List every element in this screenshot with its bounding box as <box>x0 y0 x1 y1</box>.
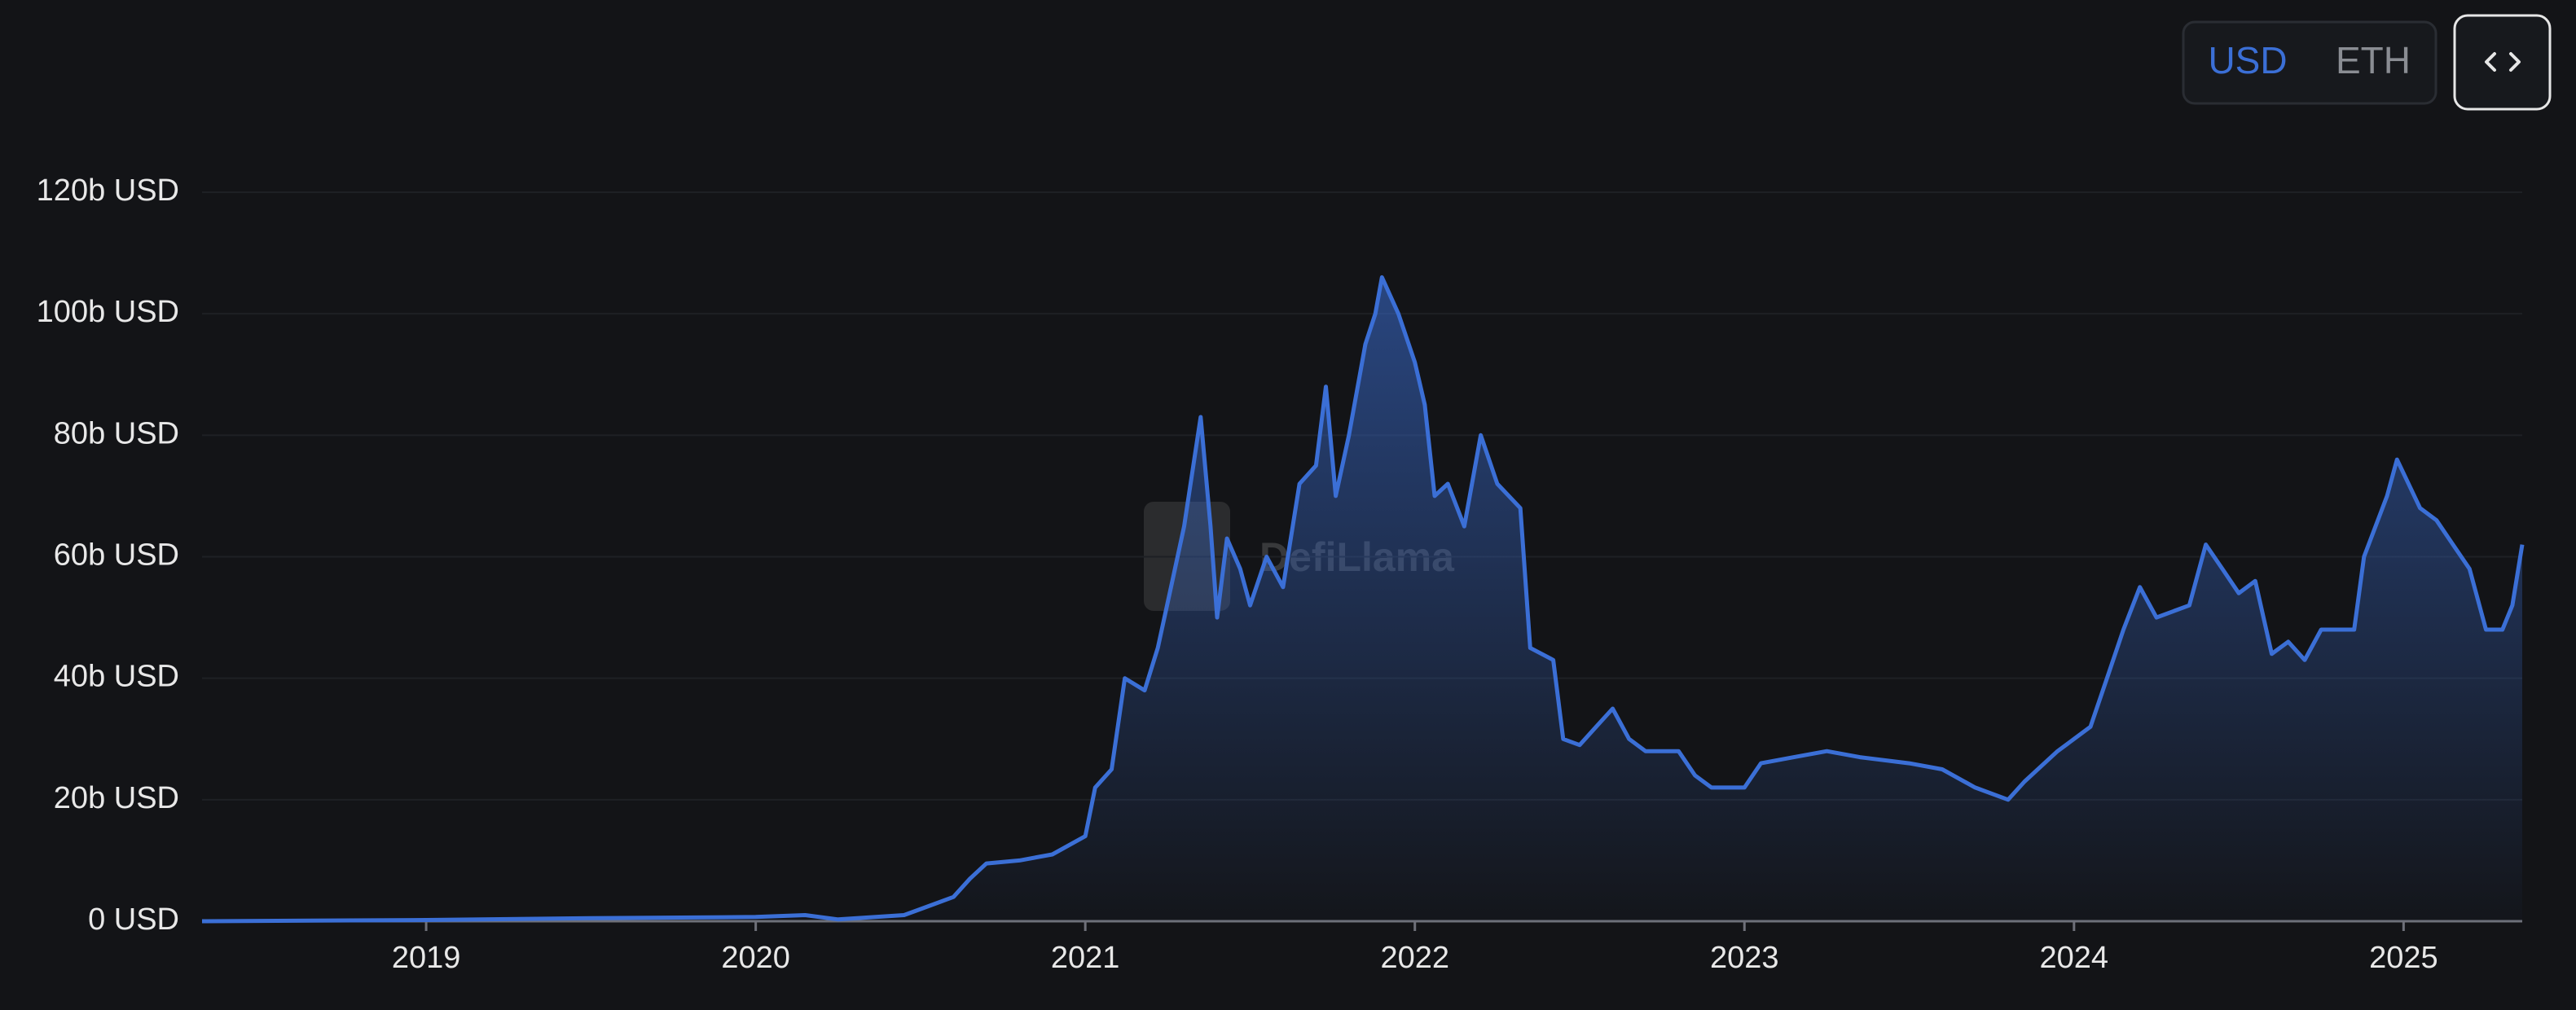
x-tick-label: 2022 <box>1380 941 1449 975</box>
toggle-eth[interactable]: ETH <box>2336 39 2411 81</box>
toggle-frame <box>2182 20 2438 105</box>
y-tick-label: 20b USD <box>54 781 179 815</box>
toggle-usd[interactable]: USD <box>2208 39 2287 81</box>
line <box>201 274 2525 924</box>
plot: 0 USD 20b USD 40b USD 60b USD 80b USD 100b US… <box>37 173 2525 975</box>
y-tick-label: 120b USD <box>37 173 179 208</box>
embed-frame[interactable] <box>2453 14 2552 111</box>
x-tick-label: 2021 <box>1051 941 1120 975</box>
x-tick-label: 2025 <box>2369 941 2438 975</box>
y-tick-label: 60b USD <box>54 538 179 573</box>
area <box>202 277 2522 921</box>
embed-button[interactable] <box>2453 14 2552 111</box>
y-tick-label: 100b USD <box>37 295 179 329</box>
x-tick-label: 2019 <box>392 941 461 975</box>
y-tick-label: 80b USD <box>54 416 179 450</box>
currency-toggle: USD ETH <box>2182 20 2438 105</box>
y-tick-label: 0 USD <box>88 902 179 937</box>
embed-icon <box>2485 52 2521 72</box>
x-tick-label: 2023 <box>1710 941 1779 975</box>
y-tick-label: 40b USD <box>54 660 179 694</box>
x-tick-label: 2024 <box>2040 941 2109 975</box>
x-tick-label: 2020 <box>721 941 790 975</box>
